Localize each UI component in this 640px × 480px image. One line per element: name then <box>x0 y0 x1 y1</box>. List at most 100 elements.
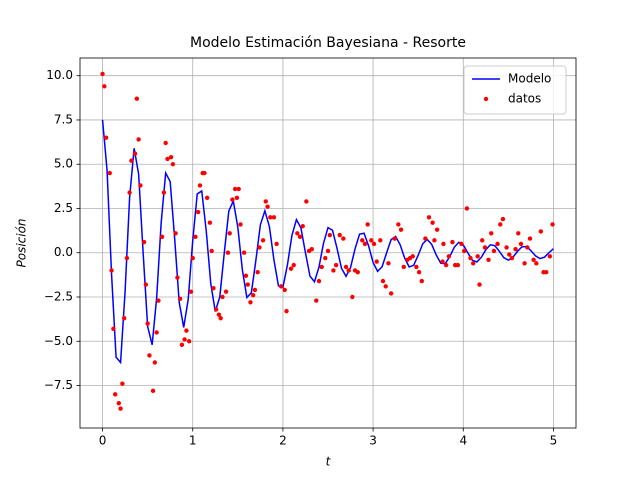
data-point <box>362 241 368 247</box>
legend: Modelo datos <box>463 65 567 115</box>
data-point <box>173 231 178 236</box>
x-tick-label: 3 <box>369 434 377 448</box>
data-point <box>243 273 249 278</box>
data-point <box>291 262 296 268</box>
data-point <box>331 268 336 273</box>
data-point <box>455 262 461 268</box>
y-tick-label: 0.0 <box>54 245 73 259</box>
y-tick-label: −7.5 <box>44 378 73 392</box>
data-point <box>168 154 174 160</box>
data-point <box>538 229 544 234</box>
data-point <box>371 241 377 247</box>
data-point <box>388 291 394 296</box>
data-point <box>190 255 195 261</box>
data-point <box>522 261 527 266</box>
data-point <box>143 282 149 287</box>
data-point <box>504 245 509 250</box>
chart-title: Modelo Estimación Bayesiana - Resorte <box>190 35 466 51</box>
data-point <box>288 266 294 271</box>
data-point <box>136 137 141 142</box>
data-point <box>527 236 533 241</box>
data-point <box>121 316 127 321</box>
data-point <box>450 239 455 245</box>
data-point <box>170 162 176 167</box>
data-point <box>531 257 536 263</box>
data-point <box>225 250 231 255</box>
data-point <box>430 220 435 225</box>
data-point <box>398 227 404 232</box>
data-point <box>486 257 491 263</box>
model-line <box>101 119 554 365</box>
data-point <box>112 392 118 397</box>
x-axis-label: t <box>326 455 332 469</box>
data-point <box>152 360 158 365</box>
plot-frame <box>79 57 577 429</box>
data-point <box>414 264 419 270</box>
data-point <box>124 255 130 261</box>
data-point <box>260 238 266 243</box>
data-point <box>482 245 488 250</box>
data-point <box>182 337 187 342</box>
data-point <box>341 236 346 241</box>
data-point <box>396 222 401 227</box>
x-tick-label: 4 <box>459 434 467 448</box>
data-point <box>325 248 331 254</box>
data-point <box>295 231 300 236</box>
data-point <box>234 195 240 201</box>
data-point <box>513 246 518 252</box>
legend-swatch <box>483 96 489 102</box>
y-axis-label: Posición <box>15 218 29 267</box>
data-point <box>518 241 524 247</box>
data-point <box>355 270 360 275</box>
data-point <box>509 255 515 261</box>
data-point <box>470 261 476 266</box>
x-tick-label: 0 <box>99 434 107 448</box>
data-point <box>177 296 183 301</box>
data-point <box>333 262 339 268</box>
x-tick-label: 2 <box>279 434 287 448</box>
data-point <box>378 238 383 243</box>
data-point <box>343 264 349 270</box>
data-point <box>223 289 229 294</box>
data-point <box>218 316 223 321</box>
data-point <box>284 308 289 314</box>
data-point <box>380 278 386 284</box>
data-point <box>107 170 112 176</box>
data-point <box>498 222 503 227</box>
legend-label: datos <box>508 92 541 106</box>
data-point <box>360 238 365 243</box>
data-point <box>346 268 351 273</box>
data-point <box>477 282 482 287</box>
data-point <box>213 307 219 312</box>
y-tick-label: 2.5 <box>54 201 73 215</box>
legend-label: Modelo <box>508 72 551 86</box>
data-point <box>383 284 388 289</box>
data-point <box>265 204 270 209</box>
x-tick-label: 5 <box>550 434 558 448</box>
data-point <box>278 284 284 289</box>
data-point <box>141 239 147 245</box>
data-point <box>309 246 314 252</box>
data-point <box>316 278 322 284</box>
data-point <box>175 275 180 280</box>
data-point <box>216 312 222 317</box>
data-point <box>544 270 549 275</box>
data-point <box>147 353 152 358</box>
data-point <box>250 293 256 298</box>
data-point <box>500 216 506 222</box>
data-point <box>227 231 232 236</box>
data-point <box>241 250 247 255</box>
data-point <box>245 282 250 287</box>
data-point <box>464 206 470 211</box>
data-point <box>257 245 262 250</box>
data-point <box>204 195 210 201</box>
data-point <box>236 186 241 192</box>
data-point <box>268 215 273 220</box>
data-point <box>179 342 185 347</box>
data-point <box>410 254 415 259</box>
data-point <box>426 215 432 220</box>
data-point <box>129 158 134 163</box>
data-point <box>282 287 287 293</box>
data-point <box>297 234 303 240</box>
data-point <box>416 270 422 275</box>
